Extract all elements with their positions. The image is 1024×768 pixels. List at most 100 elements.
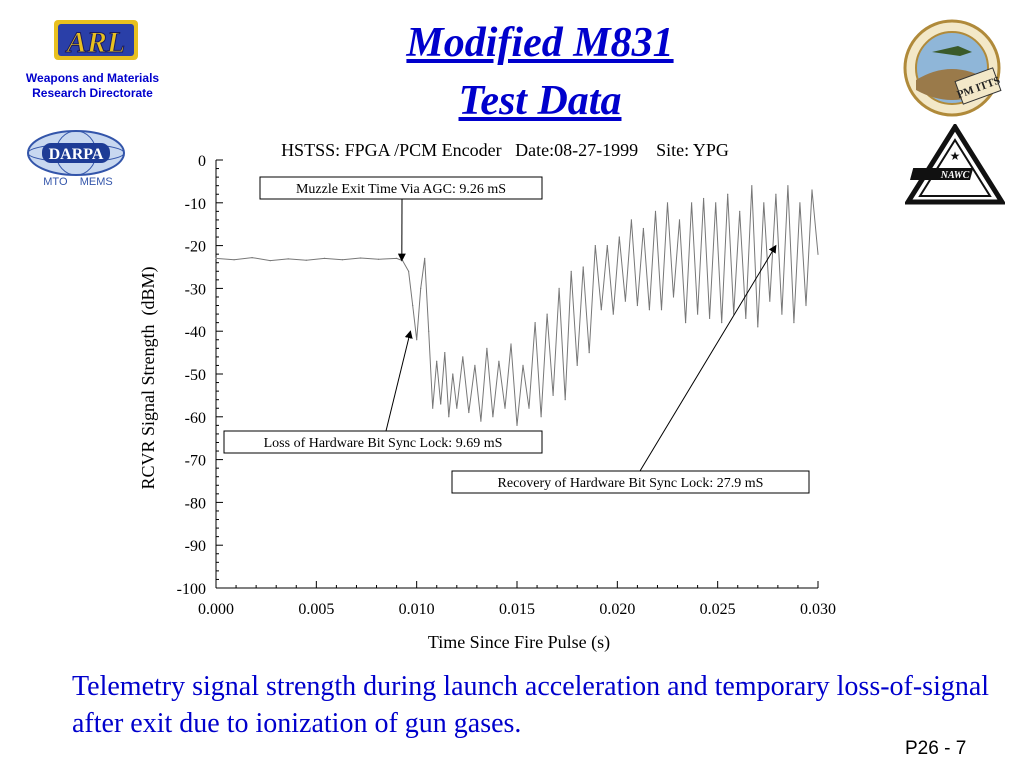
data-point — [416, 339, 418, 341]
x-tick-label: 0.010 — [399, 601, 435, 618]
data-point — [432, 407, 434, 409]
chart-title: HSTSS: FPGA /PCM Encoder Date:08-27-1999… — [281, 140, 729, 160]
y-tick-label: -60 — [185, 410, 206, 427]
y-tick-label: -80 — [185, 495, 206, 512]
data-point — [436, 360, 438, 362]
data-point — [624, 300, 627, 302]
data-point — [428, 330, 430, 332]
y-tick-label: -50 — [185, 367, 206, 384]
data-point — [817, 253, 819, 255]
x-tick-label: 0.030 — [800, 601, 836, 618]
data-point — [769, 300, 771, 302]
annotation-box — [451, 470, 810, 494]
data-point — [498, 360, 500, 362]
data-point — [516, 424, 518, 426]
data-point — [359, 257, 362, 259]
data-point — [570, 270, 572, 272]
data-point — [440, 403, 442, 405]
data-point — [233, 259, 235, 261]
plot-frame — [215, 160, 818, 589]
data-point — [486, 347, 488, 349]
data-point — [703, 197, 705, 200]
x-axis-label: Time Since Fire Pulse (s) — [428, 632, 610, 653]
data-point — [642, 227, 645, 230]
data-point — [691, 202, 693, 204]
y-tick-label: -30 — [185, 281, 206, 298]
data-point — [775, 193, 777, 195]
y-axis: 0 -10 -20 -30 -40 -50 -60 -70 -80 -90 -100 — [177, 153, 223, 598]
data-point — [558, 287, 560, 289]
signal-trace-points — [215, 185, 819, 426]
data-point — [594, 245, 596, 247]
data-point — [709, 317, 711, 319]
data-point — [799, 202, 801, 204]
y-tick-label: 0 — [198, 153, 206, 170]
data-point — [341, 259, 343, 261]
data-point — [630, 219, 633, 221]
annotations: Muzzle Exit Time Via AGC: 9.26 mS Loss of… — [223, 176, 810, 494]
signal-trace-line — [215, 185, 819, 426]
data-point — [480, 420, 482, 422]
data-point — [715, 202, 717, 204]
data-point — [678, 219, 681, 221]
data-point — [287, 258, 289, 260]
annotation-box — [223, 430, 543, 454]
annotation-label: Muzzle Exit Time Via AGC: 9.26 mS — [296, 182, 506, 197]
data-point — [811, 189, 813, 191]
arl-subtitle-line-1: Weapons and Materials — [25, 71, 160, 85]
arl-subtitle-line-2: Research Directorate — [32, 86, 153, 100]
data-point — [546, 313, 548, 315]
data-point — [660, 309, 663, 311]
data-point — [408, 270, 410, 272]
x-axis: 0.000 0.005 0.010 0.015 0.020 0.025 0.030 — [198, 581, 836, 618]
data-point — [444, 352, 446, 354]
arl-logo-text: ARL — [65, 26, 125, 59]
data-point — [757, 326, 759, 328]
data-point — [666, 202, 669, 204]
data-point — [564, 399, 566, 401]
data-point — [215, 257, 217, 259]
x-tick-label: 0.000 — [198, 601, 234, 618]
y-tick-label: -100 — [177, 581, 206, 598]
data-point — [727, 193, 729, 195]
data-point — [251, 257, 253, 259]
data-point — [420, 287, 422, 289]
data-point — [540, 416, 542, 418]
darpa-subtitle: MTO MEMS — [43, 176, 113, 188]
data-point — [685, 322, 687, 324]
annotation-box — [259, 176, 543, 200]
arl-logo: ARL — [54, 20, 138, 60]
data-point — [468, 411, 470, 414]
x-tick-label: 0.015 — [499, 601, 535, 618]
slide-caption: Telemetry signal strength during launch … — [72, 671, 990, 739]
data-point — [510, 343, 512, 345]
y-axis-label: RCVR Signal Strength (dBM) — [138, 266, 159, 489]
annotation-arrow — [385, 330, 413, 432]
data-point — [588, 352, 590, 354]
data-point — [745, 317, 747, 319]
nawc-logo: NAWC ★ — [905, 124, 1005, 205]
annotation-label: Recovery of Hardware Bit Sync Lock: 27.9… — [498, 476, 764, 491]
data-point — [474, 364, 476, 366]
y-tick-label: -40 — [185, 324, 206, 341]
data-point — [721, 322, 723, 324]
data-point — [412, 304, 414, 307]
data-point — [305, 259, 307, 261]
data-point — [377, 258, 380, 260]
x-tick-label: 0.005 — [298, 601, 334, 618]
data-point — [697, 313, 699, 315]
slide-title-line-2: Test Data — [458, 78, 622, 124]
data-point — [739, 210, 741, 212]
data-point — [672, 296, 675, 298]
data-point — [462, 356, 464, 358]
data-point — [805, 304, 807, 307]
data-point — [424, 257, 426, 259]
data-point — [528, 407, 530, 409]
data-point — [534, 322, 536, 324]
x-tick-label: 0.025 — [700, 601, 736, 618]
data-point — [456, 407, 458, 409]
y-tick-label: -20 — [185, 239, 206, 256]
data-point — [793, 322, 795, 324]
data-point — [648, 309, 651, 311]
